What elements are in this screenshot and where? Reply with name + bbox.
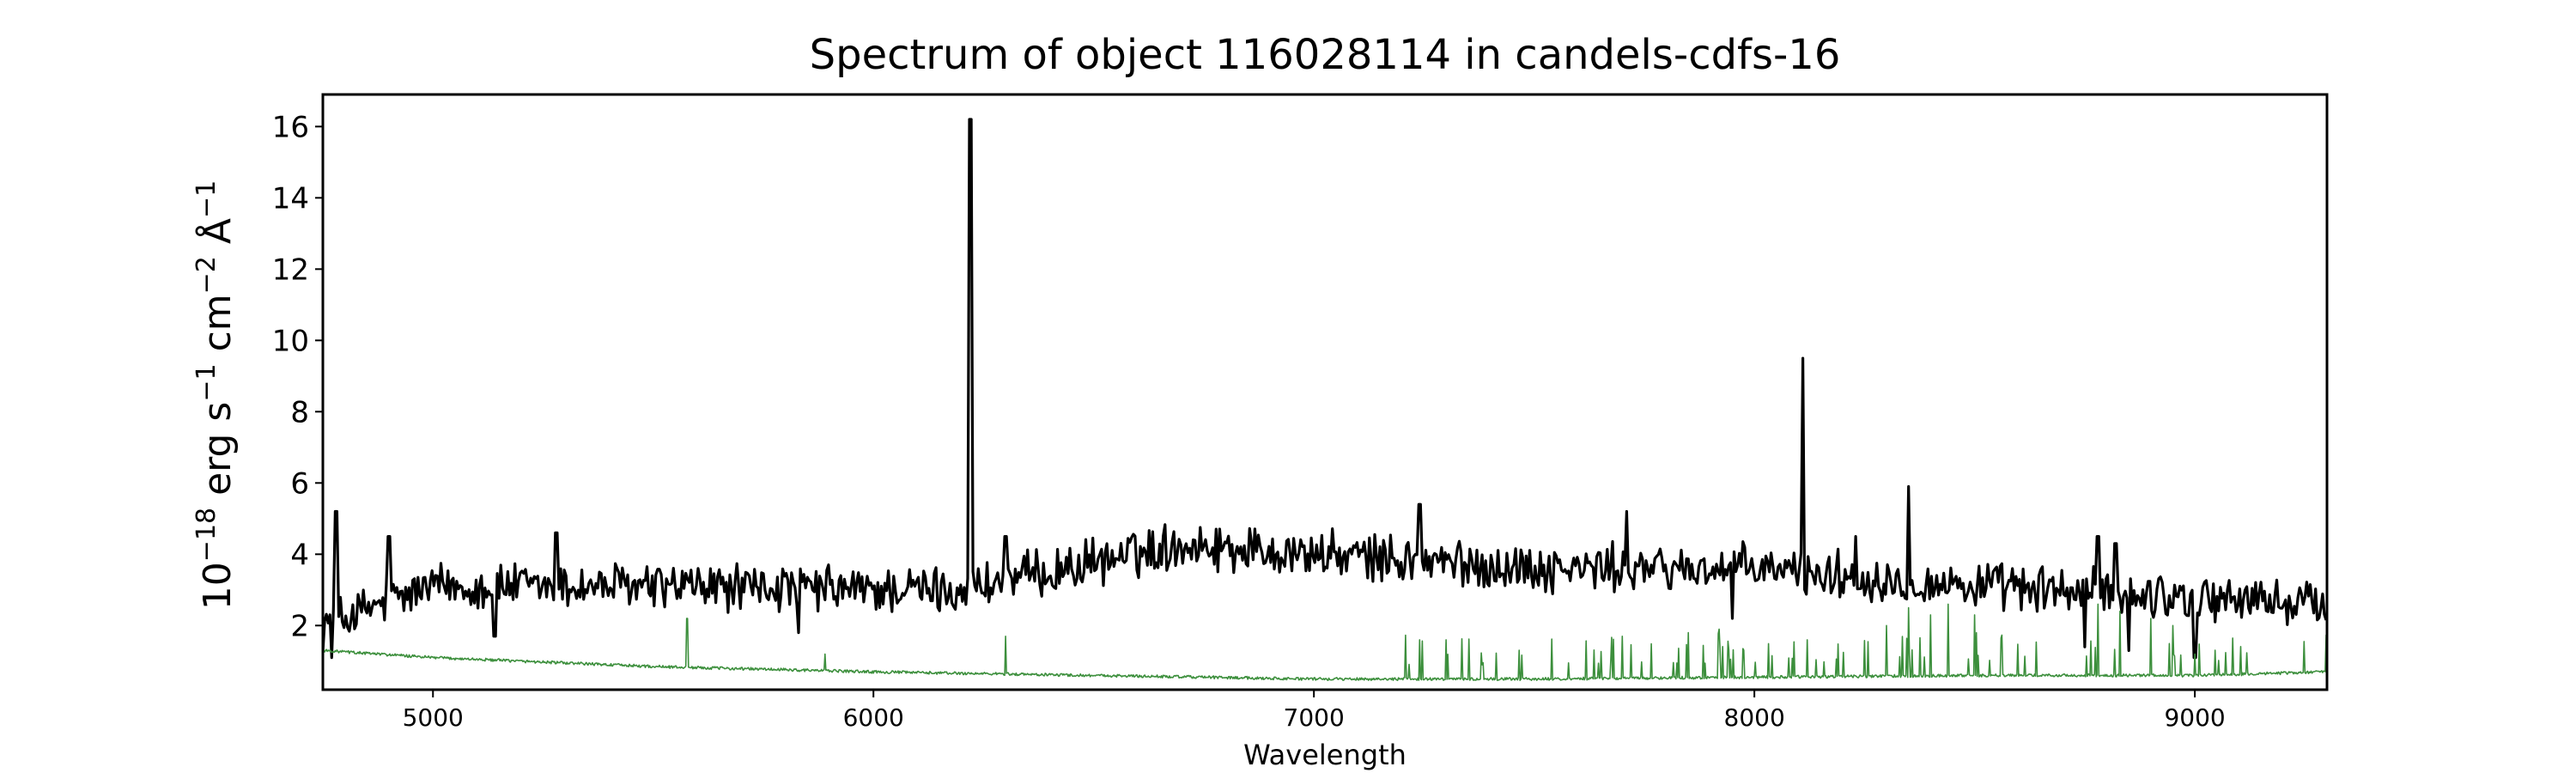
y-tick-label: 14 [272, 181, 309, 216]
y-axis: 2 4 6 8 10 12 14 16 [272, 110, 323, 643]
x-tick-label: 9000 [2164, 703, 2225, 732]
plot-frame [321, 93, 2329, 691]
y-tick-label: 6 [290, 466, 309, 501]
x-tick-label: 5000 [403, 703, 464, 732]
y-label-text-3: Å [194, 218, 240, 256]
y-tick-label: 12 [272, 253, 309, 287]
plot-area [321, 93, 2329, 691]
y-tick-label: 10 [272, 324, 309, 358]
y-tick-label: 8 [290, 395, 309, 429]
x-axis: 5000 6000 7000 8000 9000 [403, 690, 2226, 732]
y-axis-label: 10−18 erg s−1 cm−2 Å−1 [191, 180, 240, 610]
y-tick-label: 16 [272, 110, 309, 144]
y-label-text-2: cm [196, 294, 240, 363]
flux-series-line [323, 118, 2327, 660]
y-tick-label: 4 [290, 538, 309, 572]
y-tick-label: 2 [290, 609, 309, 643]
y-label-exp-3: −2 [191, 256, 222, 294]
x-tick-label: 7000 [1284, 703, 1345, 732]
y-label-exp-1: −18 [191, 508, 222, 562]
x-axis-label: Wavelength [1243, 739, 1406, 771]
y-label-exp-2: −1 [191, 363, 222, 401]
chart-title: Spectrum of object 116028114 in candels-… [810, 31, 1841, 79]
series-layer [323, 118, 2327, 681]
x-tick-label: 6000 [843, 703, 904, 732]
x-tick-label: 8000 [1724, 703, 1785, 732]
y-label-prefix: 10 [196, 562, 240, 610]
y-label-exp-4: −1 [191, 180, 222, 218]
noise-series-line [323, 603, 2327, 681]
y-label-text-1: erg s [196, 402, 240, 508]
